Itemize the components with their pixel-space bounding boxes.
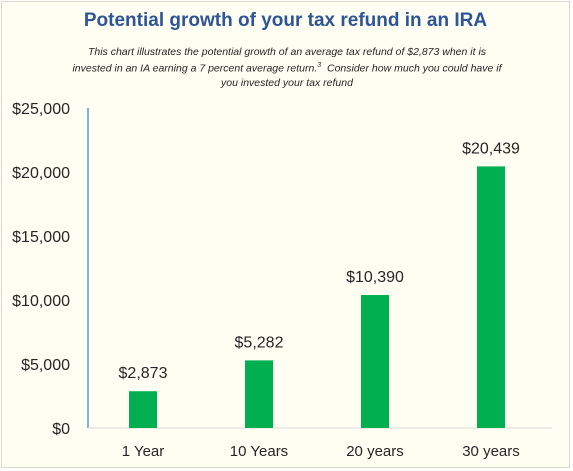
y-tick-label: $25,000 [12, 101, 70, 118]
bars [129, 166, 505, 428]
subtitle-line-2-rest: Consider how much you could have if [321, 62, 502, 75]
footnote-marker: 3 [317, 62, 322, 69]
y-tick-label: $10,000 [12, 293, 70, 310]
y-tick-label: $5,000 [21, 357, 70, 374]
category-label: 30 years [462, 443, 520, 460]
subtitle-line-1: This chart illustrates the potential gro… [87, 46, 487, 58]
data-label: $20,439 [462, 140, 520, 157]
y-tick-label: $15,000 [12, 229, 70, 246]
data-label: $2,873 [119, 365, 168, 382]
bar [477, 166, 505, 428]
category-label: 1 Year [122, 443, 165, 460]
subtitle-line-2: invested in an IA earning a 7 percent av… [72, 62, 318, 75]
subtitle-line-3: you invested your tax refund [221, 76, 353, 89]
data-label: $5,282 [235, 334, 284, 351]
y-tick-label: $0 [52, 421, 70, 438]
chart-title: Potential growth of your tax refund in a… [83, 10, 488, 31]
y-tick-label: $20,000 [12, 165, 70, 182]
category-label: 10 Years [230, 443, 288, 460]
data-label: $10,390 [346, 269, 404, 286]
bar [245, 360, 273, 428]
y-axis-ticks: $0 $5,000 $10,000 $15,000 $20,000 $25,000 [12, 101, 70, 438]
bar [129, 391, 157, 428]
bar [361, 295, 389, 428]
chart-subtitle: This chart illustrates the potential gro… [62, 45, 512, 90]
data-labels: $2,873 $5,282 $10,390 $20,439 [119, 140, 520, 382]
category-labels: 1 Year 10 Years 20 years 30 years [122, 443, 520, 460]
category-label: 20 years [346, 443, 404, 460]
